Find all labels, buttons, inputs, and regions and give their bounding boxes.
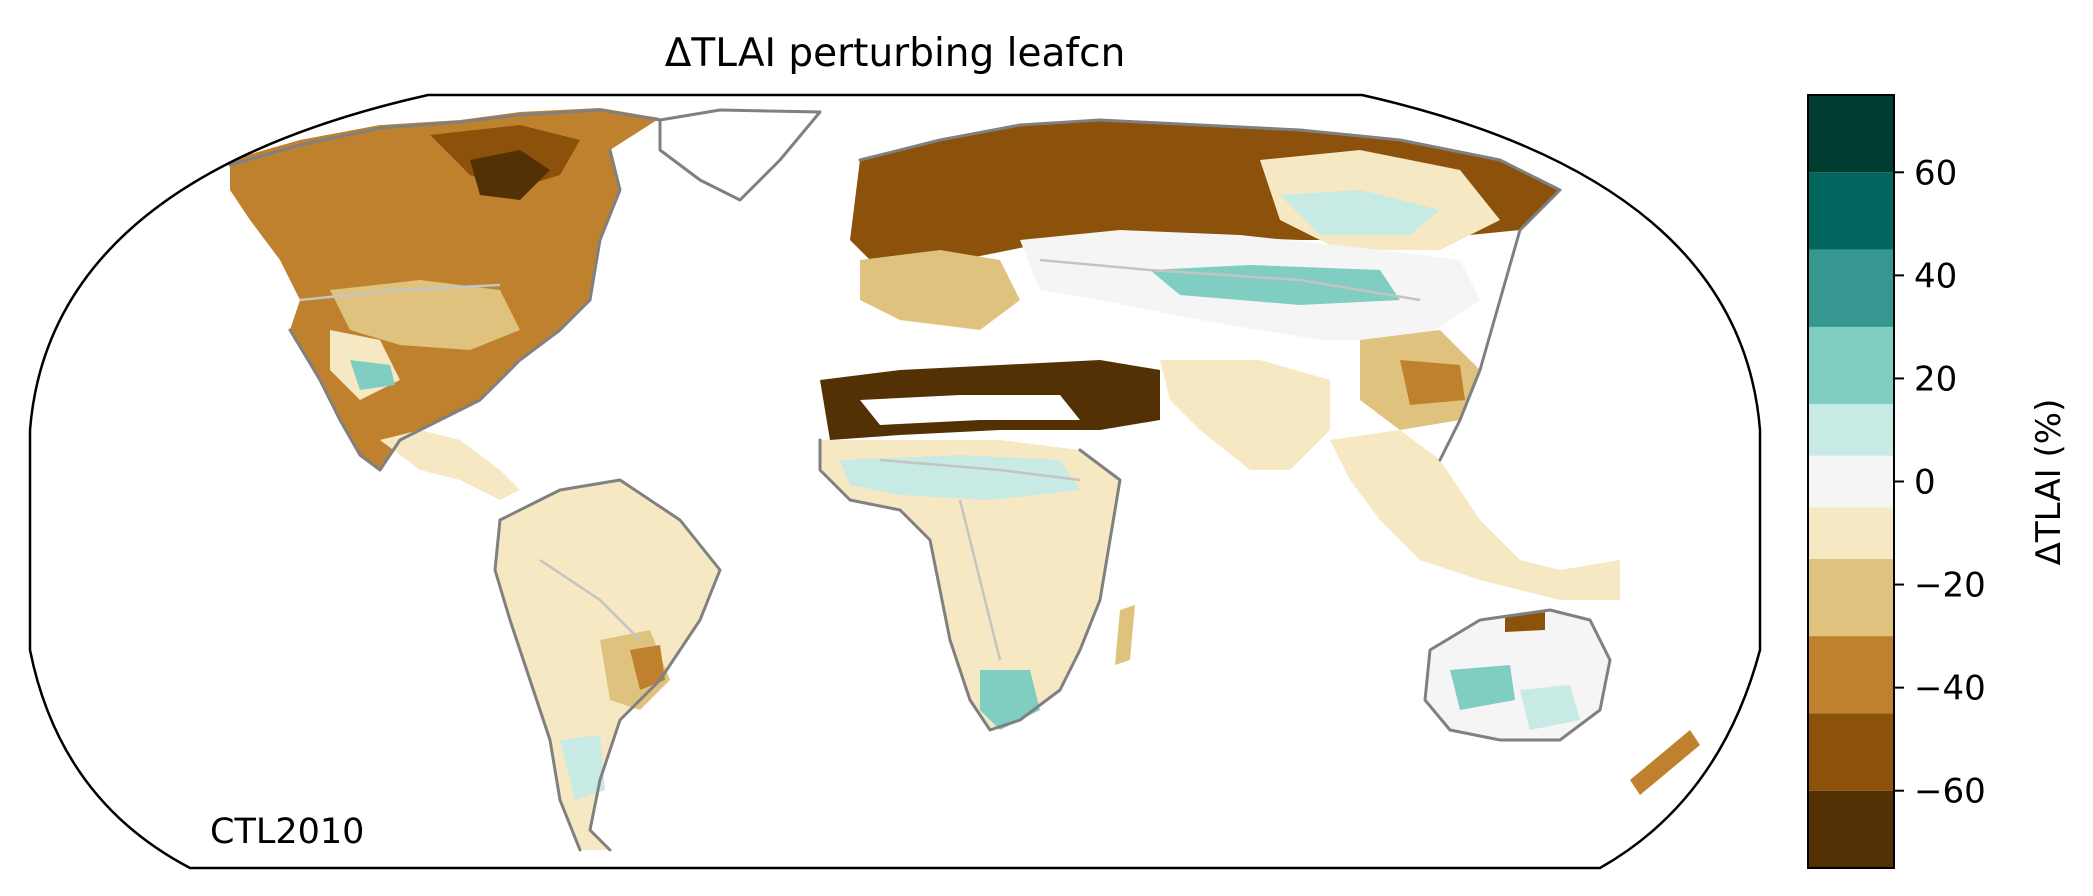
colorbar-segment (1808, 249, 1894, 327)
eurasia-pale-teal (1280, 190, 1440, 235)
madagascar-land (1115, 605, 1135, 665)
coast-greenland (658, 108, 822, 202)
border-us-canada (299, 283, 501, 302)
se-asia-light (1330, 430, 1620, 600)
colorbar-tick-label: −20 (1914, 566, 1986, 606)
coast-africa (818, 438, 1122, 732)
north-america-teal (350, 360, 395, 390)
south-asia-light (1160, 360, 1330, 470)
border-asia-1 (1039, 258, 1421, 302)
map (28, 93, 1762, 870)
border-south-america (539, 558, 641, 641)
coastlines (228, 108, 1612, 852)
colorbar-tick-label: 40 (1914, 256, 1957, 296)
north-america-deep (470, 150, 550, 200)
colorbar-tick-label: 60 (1914, 153, 1957, 193)
colorbar-segment (1808, 790, 1894, 868)
colorbar-segment (1808, 455, 1894, 508)
colorbar-segment (1808, 507, 1894, 559)
south-america-dark (630, 645, 665, 690)
colorbar-segment (1808, 95, 1894, 173)
coast-south-america (493, 478, 722, 852)
colorbar-segment (1808, 713, 1894, 791)
map-title: ΔTLAI perturbing leafcn (665, 31, 1126, 76)
colorbar: −60 −40 −20 0 20 40 60 (1807, 94, 1986, 869)
colorbar-tick-label: −60 (1914, 772, 1986, 812)
coast-north-america (228, 108, 662, 472)
panel-label: CTL2010 (210, 812, 364, 852)
east-asia-dark (1400, 360, 1465, 405)
australia-pale (1520, 685, 1580, 730)
colorbar-tick-label: 20 (1914, 359, 1957, 399)
country-borders (299, 258, 1421, 661)
central-america-land (380, 430, 520, 500)
africa-land (820, 440, 1120, 730)
europe-tan (860, 250, 1020, 330)
border-africa-2 (958, 499, 1002, 661)
colorbar-label: ΔTLAI (%) (2029, 399, 2069, 566)
africa-pale-teal (840, 455, 1080, 500)
colorbar-tick-label: 0 (1914, 463, 1936, 503)
map-frame (28, 93, 1762, 870)
border-africa-1 (879, 458, 1081, 482)
north-africa-neutral (860, 395, 1080, 425)
colorbar-segment (1808, 636, 1894, 714)
north-america-tan (330, 280, 520, 350)
south-america-pale (560, 735, 605, 800)
colorbar-segment (1808, 172, 1894, 250)
colorbar-segment (1808, 326, 1894, 405)
australia-teal (1450, 665, 1515, 710)
australia-dark (1505, 612, 1545, 632)
colorbar-tick-label: −40 (1914, 669, 1986, 709)
land-shading (230, 108, 1700, 850)
new-zealand-land (1630, 730, 1700, 795)
colorbar-segment (1808, 404, 1894, 456)
coast-australia (1423, 608, 1612, 742)
coast-eurasia (858, 118, 1562, 462)
colorbar-segment (1808, 558, 1894, 637)
